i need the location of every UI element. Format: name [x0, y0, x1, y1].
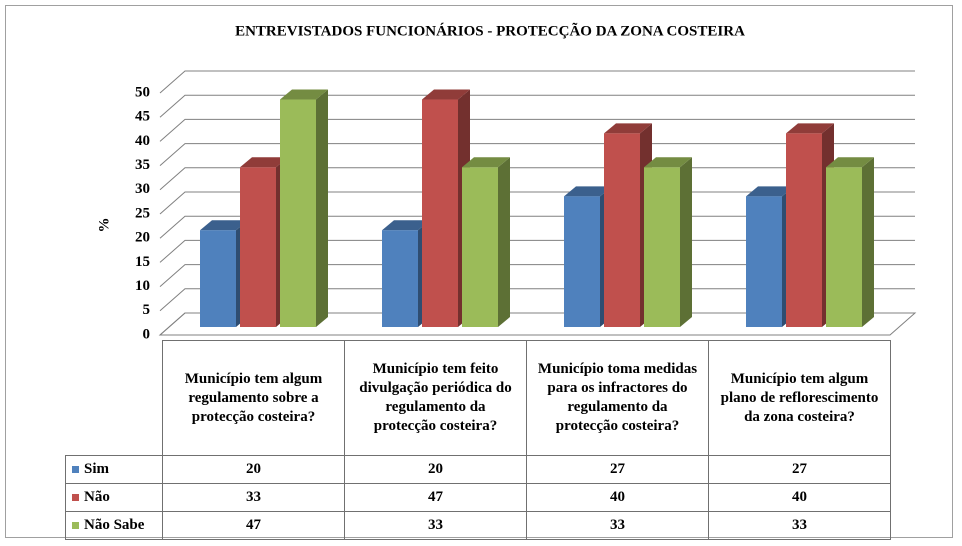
table-value: 20 [344, 455, 527, 484]
legend-key [72, 494, 79, 501]
table-value-text: 20 [428, 461, 443, 477]
y-tick-label: 5 [143, 302, 151, 318]
bar [786, 133, 822, 327]
y-tick-label: 10 [135, 278, 150, 294]
bar [826, 167, 862, 327]
category-label-text: Município tem feito divulgação periódica… [359, 361, 512, 434]
bar-side [680, 157, 692, 327]
bar-top [200, 220, 248, 231]
grid-line [159, 70, 915, 94]
category-label-text: Município tem algum regulamento sobre a … [184, 370, 323, 425]
table-value-text: 47 [428, 489, 443, 505]
category-label-text: Município tem algum plano de reflorescim… [720, 370, 879, 425]
legend-text: Não Sabe [84, 517, 145, 533]
legend-key [72, 522, 79, 529]
y-tick-label: 35 [135, 157, 150, 173]
table-value-text: 33 [246, 489, 261, 505]
y-tick-label: 15 [135, 254, 150, 270]
bar-top [746, 186, 794, 197]
bar-side [862, 157, 874, 327]
bar [280, 99, 316, 328]
bar [382, 230, 418, 327]
table-value: 33 [162, 483, 345, 512]
legend-entry: Não [65, 483, 163, 512]
table-value: 27 [708, 455, 891, 484]
bar-side [498, 157, 510, 327]
bar-top [644, 157, 692, 168]
table-value: 33 [708, 511, 891, 540]
table-value-text: 33 [792, 517, 807, 533]
category-label: Município tem algum plano de reflorescim… [708, 340, 891, 456]
category-label: Município toma medidas para os infractor… [526, 340, 709, 456]
bar-top [462, 157, 510, 168]
bar [604, 133, 640, 327]
table-value: 40 [708, 483, 891, 512]
bar-top [786, 123, 834, 134]
y-tick-label: 45 [135, 109, 150, 125]
table-value-text: 33 [428, 517, 443, 533]
y-tick-label: 40 [135, 133, 150, 149]
grid-line [159, 94, 915, 118]
bar [200, 230, 236, 327]
bar [644, 167, 680, 327]
y-tick-label: 20 [135, 230, 150, 246]
table-value-text: 27 [792, 461, 807, 477]
table-value: 20 [162, 455, 345, 484]
bar [564, 196, 600, 327]
category-label: Município tem feito divulgação periódica… [344, 340, 527, 456]
table-value: 47 [344, 483, 527, 512]
table-value: 33 [344, 511, 527, 540]
table-value-text: 40 [792, 489, 807, 505]
table-value-text: 47 [246, 517, 261, 533]
legend-text: Sim [84, 461, 110, 477]
bar-top [422, 89, 470, 100]
grid-line [159, 118, 915, 142]
bar [422, 99, 458, 328]
table-value: 27 [526, 455, 709, 484]
bar [746, 196, 782, 327]
y-tick-label: 30 [135, 181, 150, 197]
table-value-text: 27 [610, 461, 625, 477]
legend-text: Não [84, 489, 110, 505]
category-label-text: Município toma medidas para os infractor… [537, 361, 698, 434]
legend-entry: Sim [65, 455, 163, 484]
bar [240, 167, 276, 327]
bar-top [382, 220, 430, 231]
bar-side [316, 89, 328, 328]
y-tick-label: 0 [143, 326, 151, 342]
table-value-text: 20 [246, 461, 261, 477]
bar [462, 167, 498, 327]
table-value: 33 [526, 511, 709, 540]
y-tick-label: 25 [135, 205, 150, 221]
y-axis-label: % [96, 218, 112, 233]
bar-top [604, 123, 652, 134]
table-value-text: 40 [610, 489, 625, 505]
table-value-text: 33 [610, 517, 625, 533]
grid-line [159, 143, 915, 166]
bar-top [826, 157, 874, 168]
table-value: 40 [526, 483, 709, 512]
chart-frame [5, 5, 953, 538]
y-tick-label: 50 [135, 84, 150, 100]
bar-top [240, 157, 288, 168]
legend-entry: Não Sabe [65, 511, 163, 540]
bar-top [280, 89, 328, 100]
legend-key [72, 466, 79, 473]
category-label: Município tem algum regulamento sobre a … [162, 340, 345, 456]
table-value: 47 [162, 511, 345, 540]
bar-top [564, 186, 612, 197]
chart-title: ENTREVISTADOS FUNCIONÁRIOS - PROTECÇÃO D… [235, 21, 745, 39]
